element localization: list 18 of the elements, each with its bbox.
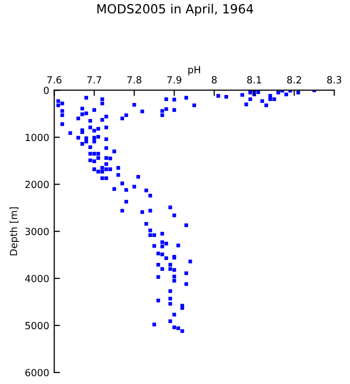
x-tick-label: 7.7 [87,76,102,84]
x-tick-label: 7.9 [167,76,182,84]
y-tick-label: 4000 [25,274,49,282]
y-tick-label: 1000 [26,134,49,142]
chart-title: MODS2005 in April, 1964 [97,4,254,16]
y-axis-title: Depth [m] [10,207,20,256]
x-tick-label: 8.2 [287,76,302,84]
x-tick-label: 7.8 [127,76,142,84]
x-tick-label: 8 [212,76,217,84]
x-tick-label: 8.1 [247,76,262,84]
y-tick-label: 0 [44,86,49,94]
y-tick-label: 3000 [25,228,49,236]
y-tick-label: 2000 [25,180,49,188]
x-tick-label: 8.3 [327,76,342,84]
x-axis-title: pH [188,66,200,76]
x-tick-label: 7.6 [47,76,62,84]
y-tick-label: 5000 [25,322,49,330]
y-tick-label: 6000 [25,368,49,376]
